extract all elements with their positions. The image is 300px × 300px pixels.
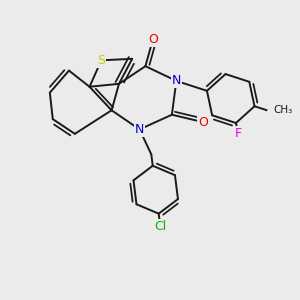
Text: Cl: Cl (154, 220, 167, 233)
Text: F: F (235, 128, 242, 140)
Text: CH₃: CH₃ (274, 105, 293, 115)
Text: N: N (172, 74, 181, 87)
Text: O: O (198, 116, 208, 129)
Text: S: S (97, 54, 105, 67)
Text: N: N (135, 123, 144, 136)
Text: O: O (148, 33, 158, 46)
